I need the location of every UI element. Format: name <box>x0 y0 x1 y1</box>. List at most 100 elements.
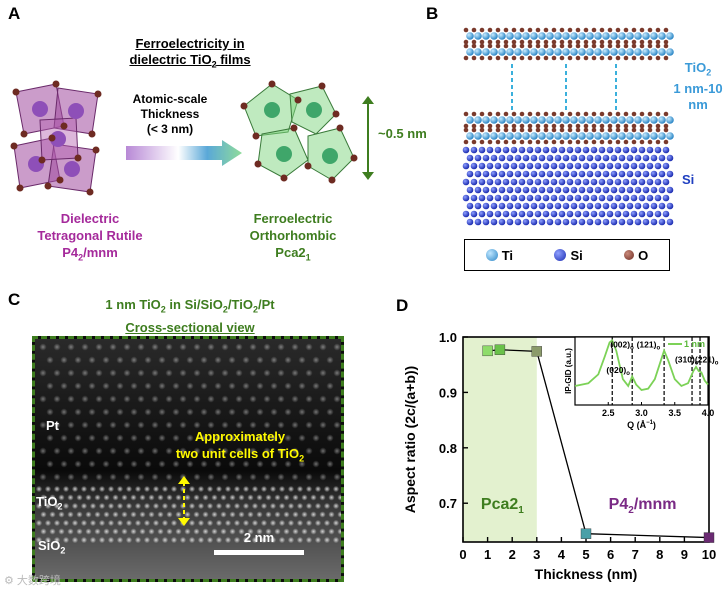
panel-c-subtitle: Cross-sectional view <box>125 319 255 335</box>
ti-atom <box>538 116 546 124</box>
pt-atom-column <box>53 369 61 377</box>
ti-atom <box>634 116 642 124</box>
o-atom <box>575 43 581 49</box>
si-atom <box>626 218 634 226</box>
pt-atom-column <box>179 447 187 455</box>
o-atom <box>615 43 621 49</box>
ti-atom <box>68 103 84 119</box>
tio2-atom-column <box>85 494 92 501</box>
o-atom <box>495 39 501 45</box>
si-atom <box>562 202 570 210</box>
peak-label-a: (020) <box>606 365 626 375</box>
o-atom <box>471 123 477 129</box>
c-title-b: in Si/SiO <box>165 297 223 312</box>
pt-atom-column <box>291 395 299 403</box>
tio2-atom-column <box>139 528 146 535</box>
si-atom <box>518 178 526 186</box>
pt-atom-column <box>53 447 61 455</box>
pt-atom-column <box>144 408 152 416</box>
pt-atom-column <box>67 369 75 377</box>
ti-atom <box>514 32 522 40</box>
pt-atom-column <box>95 395 103 403</box>
o-atom <box>559 27 565 33</box>
o-atom <box>575 111 581 117</box>
tio2-atom-column <box>130 511 137 518</box>
si-atom <box>618 218 626 226</box>
si-atom <box>578 186 586 194</box>
tio2-atom-column <box>332 519 340 527</box>
pt-atom-column <box>207 421 215 429</box>
ti-atom <box>554 132 562 140</box>
si-atom <box>502 210 510 218</box>
ti-atom <box>602 116 610 124</box>
si-atom <box>594 218 602 226</box>
si-atom <box>666 170 674 178</box>
pt-atom-column <box>214 356 222 364</box>
si-atom <box>634 154 642 162</box>
tio2-atom-column <box>332 485 340 493</box>
o-atom <box>623 43 629 49</box>
pt-atom-column <box>172 408 180 416</box>
si-atom <box>558 178 566 186</box>
pt-atom-column <box>53 395 61 403</box>
tio2-atom-column <box>71 519 79 527</box>
o-atom <box>463 139 469 145</box>
ti-atom <box>490 116 498 124</box>
si-atom <box>642 202 650 210</box>
y-axis-label: Aspect ratio (2c/(a+b)) <box>402 366 418 513</box>
tio2-atom-column <box>283 494 290 501</box>
o-atom <box>519 139 525 145</box>
pt-atom-column <box>221 473 229 481</box>
pt-atom-column <box>228 408 236 416</box>
c-title-a: 1 nm TiO <box>105 297 161 312</box>
o-atom <box>599 123 605 129</box>
o-atom <box>583 111 589 117</box>
pt-atom-column <box>123 447 131 455</box>
ti-atom <box>466 132 474 140</box>
pt-atom-column <box>221 395 229 403</box>
si-atom <box>474 186 482 194</box>
si-atom <box>602 154 610 162</box>
pt-atom-column <box>291 473 299 481</box>
pt-atom-column <box>151 369 159 377</box>
si-atom <box>582 210 590 218</box>
pt-atom-column <box>81 447 89 455</box>
pt-atom-column <box>151 421 159 429</box>
tio2-atom-column <box>328 511 335 518</box>
pt-atom-column <box>256 408 264 416</box>
o-atom <box>663 27 669 33</box>
pt-atom-column <box>193 421 201 429</box>
tio2-atom-column <box>80 485 88 493</box>
pt-atom-column <box>158 408 166 416</box>
si-atom <box>626 170 634 178</box>
o-atom <box>503 39 509 45</box>
tio2-atom-column <box>292 528 299 535</box>
pt-atom-column <box>151 343 159 351</box>
si-atom <box>506 218 514 226</box>
si-atom <box>626 154 634 162</box>
o-atom <box>503 27 509 33</box>
tio2-atom-column <box>58 494 65 501</box>
o-atom <box>631 127 637 133</box>
pt-atom-column <box>81 369 89 377</box>
yellow-arrow-bottom <box>178 518 190 526</box>
si-atom <box>546 202 554 210</box>
o-atom <box>559 39 565 45</box>
si-atom <box>658 186 666 194</box>
tem-image-frame <box>32 336 344 582</box>
o-atom <box>647 123 653 129</box>
inset-x-axis-label: Q (Å−1) <box>627 420 656 430</box>
o-atom <box>479 127 485 133</box>
ti-atom <box>530 48 538 56</box>
title-line2-tail: films <box>216 52 251 67</box>
o-atom <box>479 27 485 33</box>
si-atom <box>562 218 570 226</box>
data-point <box>482 345 493 357</box>
ti-atom <box>276 146 292 162</box>
pt-atom-column <box>158 382 166 390</box>
pt-atom-column <box>235 473 243 481</box>
ti-atom <box>642 132 650 140</box>
ti-atom <box>514 48 522 56</box>
tio2-atom-column <box>220 494 227 501</box>
o-atom <box>655 43 661 49</box>
